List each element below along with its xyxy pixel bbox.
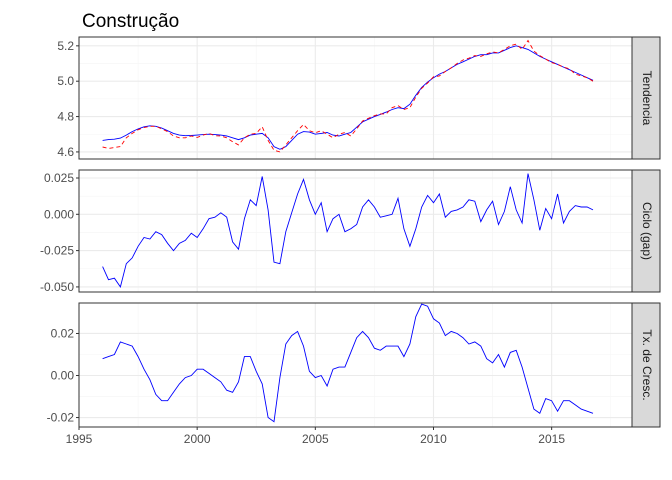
x-axis: 1995 2000 2005 2010 2015 [66, 427, 565, 446]
y-tick-label: 0.00 [51, 369, 75, 383]
panel-border [78, 36, 633, 160]
series-line-growth [102, 303, 594, 423]
facet-strip-label: Ciclo (gap) [640, 202, 654, 260]
y-tick-label: 4.6 [57, 145, 74, 159]
facet-strip [631, 302, 661, 428]
x-tick-label: 2015 [538, 432, 565, 446]
y-tick-label: -0.025 [40, 244, 74, 258]
series-line-observed [102, 39, 594, 153]
facet-strip-label: Tendencia [640, 71, 654, 126]
x-tick-label: 1995 [66, 432, 93, 446]
y-tick-label: -0.02 [47, 411, 75, 425]
panel-3: Tx. de Cresc. -0.02 0.00 0.02 [47, 302, 661, 428]
y-tick-label: 0.02 [51, 326, 75, 340]
series-line-cycle [102, 173, 594, 288]
panel-border [78, 169, 633, 293]
panel-border [78, 302, 633, 428]
x-tick-label: 2010 [420, 432, 447, 446]
y-tick-label: 5.2 [57, 39, 74, 53]
series-line-trend [102, 45, 594, 150]
y-tick-label: -0.050 [40, 280, 74, 294]
panel-1: Tendencia 4.6 4.8 5.0 5.2 [57, 36, 661, 160]
x-tick-label: 2005 [302, 432, 329, 446]
x-tick-label: 2000 [184, 432, 211, 446]
facet-strip-label: Tx. de Cresc. [640, 329, 654, 400]
y-tick-label: 0.025 [44, 171, 74, 185]
facet-strip [631, 169, 661, 293]
chart-panels: Tendencia 4.6 4.8 5.0 5.2 Ciclo (gap) -0.050 -0… [40, 36, 661, 428]
y-tick-label: 0.000 [44, 207, 74, 221]
facet-strip [631, 36, 661, 160]
chart-title: Construção [82, 11, 179, 32]
panel-2: Ciclo (gap) -0.050 -0.025 0.000 0.025 [40, 169, 661, 294]
y-tick-label: 4.8 [57, 110, 74, 124]
y-tick-label: 5.0 [57, 74, 74, 88]
